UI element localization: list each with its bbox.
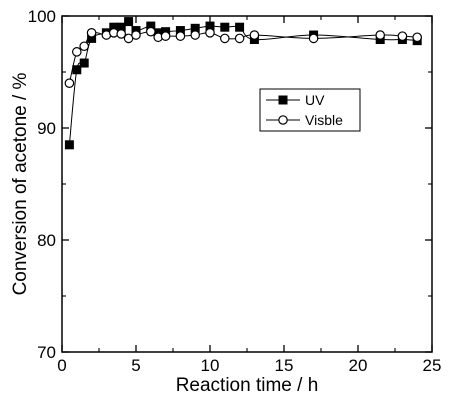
visble-data-point	[131, 30, 141, 40]
x-tick-label: 20	[349, 356, 368, 375]
y-tick-label: 90	[37, 119, 56, 138]
visble-data-point	[249, 30, 260, 40]
y-axis-label: Conversion of acetone / %	[10, 72, 31, 295]
y-tick-label: 80	[37, 231, 56, 250]
uv-data-point	[72, 65, 82, 75]
axes-layer: 0 5 10 15 20 25 70 80 90 100	[28, 7, 442, 375]
legend-box	[259, 88, 361, 132]
legend-label-visble: Visble	[305, 112, 343, 128]
visble-data-point	[175, 31, 186, 41]
visble-data-point	[375, 30, 385, 40]
plot-layer	[64, 17, 422, 150]
visble-data-point	[220, 33, 230, 44]
y-tick-label: 100	[28, 7, 56, 26]
legend-entries: UV Visble	[266, 92, 343, 128]
x-tick-label: 15	[275, 356, 294, 375]
uv-data-point	[79, 58, 89, 68]
visble-data-point	[116, 29, 126, 39]
visble-data-point	[64, 78, 75, 88]
visble-data-point	[190, 30, 200, 40]
visble-data-point	[86, 27, 97, 38]
uv-data-point	[235, 22, 245, 32]
visble-data-point	[397, 31, 408, 41]
uv-data-point	[124, 17, 134, 27]
visble-data-point	[234, 33, 245, 44]
plot-frame	[61, 15, 433, 353]
uv-data-point	[220, 22, 230, 32]
legend-marker-visble	[278, 115, 288, 125]
x-tick-label: 5	[131, 356, 140, 375]
x-tick-label: 10	[201, 356, 220, 375]
legend: UV Visble	[259, 88, 361, 132]
x-tick-label: 0	[57, 356, 66, 375]
legend-label-uv: UV	[305, 92, 325, 108]
visble-data-point	[160, 31, 171, 41]
visble-data-point	[308, 33, 319, 44]
visble-data-point	[205, 27, 215, 38]
visble-data-point	[72, 47, 82, 57]
y-tick-label: 70	[37, 343, 56, 362]
x-tick-label: 25	[423, 356, 442, 375]
visble-data-point	[146, 26, 156, 37]
visble-data-point	[79, 41, 89, 52]
legend-marker-uv	[278, 95, 288, 105]
x-axis-label: Reaction time / h	[176, 375, 319, 396]
uv-data-point	[64, 140, 74, 150]
visble-data-point	[412, 32, 422, 43]
